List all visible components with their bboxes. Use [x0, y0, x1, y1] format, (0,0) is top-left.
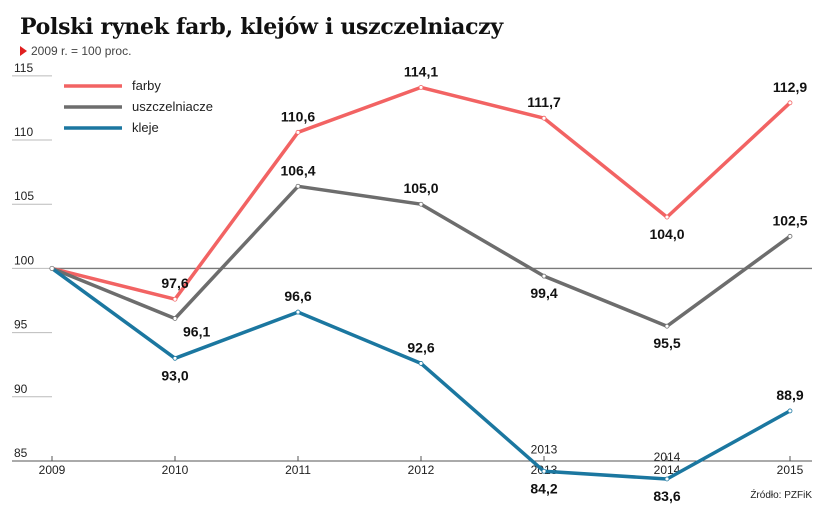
data-label-kleje-2011: 96,6: [284, 288, 311, 304]
data-point-farby-2010: [172, 296, 178, 302]
point-year-label-2014: 2014: [654, 450, 681, 464]
data-point-kleje-2013: [541, 468, 547, 474]
legend-label-farby: farby: [132, 78, 161, 93]
data-point-farby-2011: [295, 129, 301, 135]
x-tick-label-2009: 2009: [39, 463, 66, 477]
subtitle-text: 2009 r. = 100 proc.: [31, 44, 132, 58]
data-point-farby-2015: [787, 100, 793, 106]
chart-data-labels: 97,6 110,6 114,1 111,7 104,0 112,9 96,1 106,4 10…: [161, 63, 807, 504]
data-point-farby-2014: [664, 214, 670, 220]
data-label-uszczelniacze-2015: 102,5: [772, 212, 807, 228]
data-point-kleje-2015: [787, 408, 793, 414]
x-tick-label-2015: 2015: [777, 463, 804, 477]
data-point-uszczelniacze-2015: [787, 233, 793, 239]
data-label-kleje-2014: 83,6: [653, 488, 680, 504]
data-label-farby-2013: 111,7: [527, 94, 561, 110]
data-label-uszczelniacze-2011: 106,4: [280, 162, 315, 178]
data-label-farby-2015: 112,9: [773, 79, 807, 95]
data-label-farby-2014: 104,0: [649, 226, 684, 242]
data-point-farby-2013: [541, 115, 547, 121]
data-label-kleje-2012: 92,6: [407, 339, 434, 355]
data-label-kleje-2015: 88,9: [776, 387, 803, 403]
legend-label-uszczelniacze: uszczelniacze: [132, 99, 213, 114]
data-point-kleje-2012: [418, 361, 424, 366]
y-tick-label-90: 90: [14, 382, 28, 396]
y-tick-label-85: 85: [14, 446, 28, 460]
y-tick-label-105: 105: [14, 189, 34, 203]
data-point-uszczelniacze-2011: [295, 183, 301, 189]
legend-label-kleje: kleje: [132, 120, 159, 135]
data-label-uszczelniacze-2013: 99,4: [530, 285, 557, 301]
source-note: Źródło: PZFiK: [750, 488, 812, 501]
x-tick-label-2010: 2010: [162, 463, 189, 477]
data-point-origin: [49, 265, 55, 272]
data-label-uszczelniacze-2010: 96,1: [183, 323, 210, 339]
chart-subtitle: 2009 r. = 100 proc.: [20, 44, 131, 58]
data-point-kleje-2014: [664, 476, 670, 482]
y-tick-label-95: 95: [14, 318, 28, 332]
data-label-farby-2011: 110,6: [281, 108, 315, 124]
data-point-farby-2012: [418, 84, 424, 90]
data-label-kleje-2010: 93,0: [161, 367, 188, 383]
data-label-farby-2010: 97,6: [161, 275, 188, 291]
y-tick-label-100: 100: [14, 253, 34, 267]
chart-series: [49, 84, 793, 482]
y-tick-label-110: 110: [14, 125, 33, 139]
data-point-kleje-2011: [295, 309, 301, 315]
data-point-uszczelniacze-2010: [172, 316, 178, 321]
data-point-kleje-2010: [172, 355, 178, 361]
x-tick-label-2011: 2011: [285, 463, 311, 477]
point-year-label-2013: 2013: [531, 442, 558, 456]
triangle-marker-icon: [20, 46, 27, 56]
data-label-uszczelniacze-2012: 105,0: [403, 180, 438, 196]
chart-legend: farby uszczelniacze kleje: [64, 78, 213, 135]
data-label-farby-2012: 114,1: [404, 63, 438, 79]
chart-title: Polski rynek farb, klejów i uszczelniacz…: [20, 14, 503, 40]
data-label-uszczelniacze-2014: 95,5: [653, 335, 680, 351]
data-label-kleje-2013: 84,2: [530, 480, 557, 496]
y-tick-label-115: 115: [14, 61, 33, 75]
data-point-uszczelniacze-2013: [541, 273, 547, 279]
x-tick-label-2012: 2012: [408, 463, 435, 477]
data-point-uszczelniacze-2012: [418, 201, 424, 207]
data-point-uszczelniacze-2014: [664, 323, 670, 329]
